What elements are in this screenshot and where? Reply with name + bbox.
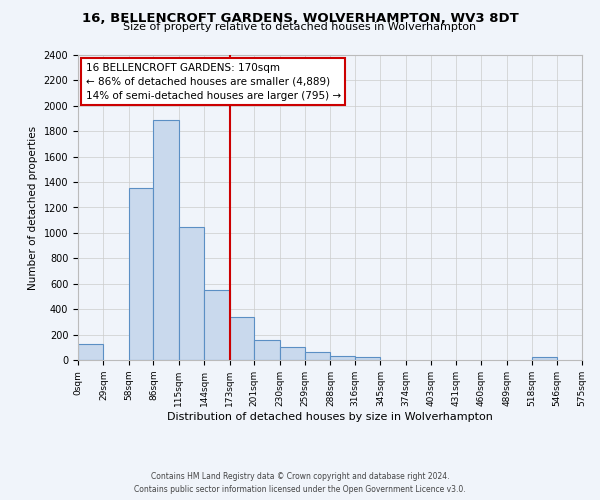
Bar (305, 352, 331, 360)
Y-axis label: Number of detached properties: Number of detached properties (28, 126, 38, 290)
Bar (532, 358, 557, 360)
Bar (280, 348, 305, 360)
Bar (230, 317, 254, 360)
Bar (331, 356, 355, 360)
Text: Size of property relative to detached houses in Wolverhampton: Size of property relative to detached ho… (124, 22, 476, 32)
Text: Contains HM Land Registry data © Crown copyright and database right 2024.
Contai: Contains HM Land Registry data © Crown c… (134, 472, 466, 494)
Bar (78, 344, 103, 360)
Text: 16 BELLENCROFT GARDENS: 170sqm
← 86% of detached houses are smaller (4,889)
14% : 16 BELLENCROFT GARDENS: 170sqm ← 86% of … (86, 62, 341, 100)
Bar (204, 290, 230, 360)
Bar (355, 358, 380, 360)
Bar (154, 120, 179, 360)
X-axis label: Distribution of detached houses by size in Wolverhampton: Distribution of detached houses by size … (167, 412, 493, 422)
Bar (254, 340, 280, 360)
Bar (179, 226, 204, 360)
Bar (129, 188, 154, 360)
Text: 16, BELLENCROFT GARDENS, WOLVERHAMPTON, WV3 8DT: 16, BELLENCROFT GARDENS, WOLVERHAMPTON, … (82, 12, 518, 26)
